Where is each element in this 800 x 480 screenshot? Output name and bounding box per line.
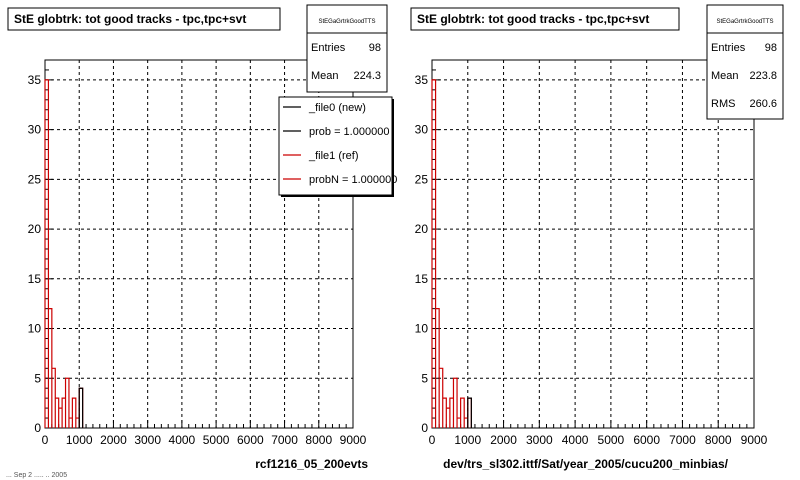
stats-box [306,4,388,93]
y-tick-label: 20 [415,222,429,236]
histogram-series [431,79,472,428]
legend-label: prob = 1.000000 [309,126,389,138]
y-tick-label: 15 [28,272,42,286]
x-tick-label: 7000 [669,433,696,447]
y-tick-label: 15 [415,272,429,286]
x-tick-label: 5000 [598,433,625,447]
stats-value: 224.3 [353,70,381,82]
stats-box [706,4,784,120]
x-tick-label: 3000 [134,433,161,447]
left-file-caption: rcf1216_05_200evts [255,457,368,471]
stats-title: StEGaGrtrkGoodTTS [716,19,773,25]
y-tick-label: 35 [415,73,429,87]
stats-label: Mean [711,70,739,82]
histogram-panel-left: 0 1000 2000 3000 4000 5000 6000 7000 8000 9000 0 5 1… [7,4,397,447]
histogram-series [44,79,84,428]
y-tick-label: 35 [28,73,42,87]
chart-title: StE globtrk: tot good tracks - tpc,tpc+s… [14,12,246,26]
x-tick-label: 4000 [562,433,589,447]
x-tick-label: 7000 [271,433,298,447]
title-box [7,7,281,31]
x-tick-label: 6000 [633,433,660,447]
x-tick-label: 8000 [705,433,732,447]
x-tick-label: 9000 [741,433,768,447]
stats-value: 223.8 [749,70,777,82]
y-tick-label: 30 [28,123,42,137]
legend-label: _file0 (new) [308,102,366,114]
x-tick-label: 5000 [203,433,230,447]
y-tick-label: 0 [421,421,428,435]
plot-frame [431,59,755,429]
y-tick-label: 25 [28,172,42,186]
stats-label: Mean [311,70,339,82]
y-tick-label: 5 [34,371,41,385]
x-tick-label: 4000 [169,433,196,447]
legend-label: probN = 1.000000 [309,174,397,186]
y-tick-label: 0 [34,421,41,435]
y-tick-label: 30 [415,123,429,137]
chart-title: StE globtrk: tot good tracks - tpc,tpc+s… [417,12,649,26]
corner-timestamp: ... Sep 2 ..... .. 2005 [6,472,67,479]
x-tick-label: 6000 [237,433,264,447]
histogram-panel-right: 0 1000 2000 3000 4000 5000 6000 7000 8000 9000 0 5 1… [410,4,784,447]
x-tick-label: 0 [42,433,49,447]
x-tick-label: 0 [429,433,436,447]
x-tick-label: 9000 [340,433,367,447]
y-tick-label: 5 [421,371,428,385]
x-tick-label: 1000 [454,433,481,447]
title-box [410,7,680,31]
stats-value: 98 [369,42,381,54]
x-tick-label: 1000 [66,433,93,447]
histogram-series [467,397,472,428]
x-tick-label: 2000 [490,433,517,447]
stats-value: 260.6 [749,98,777,110]
x-tick-label: 2000 [100,433,127,447]
x-tick-label: 3000 [526,433,553,447]
right-file-caption: dev/trs_sl302.ittf/Sat/year_2005/cucu200… [443,457,728,471]
y-tick-label: 10 [415,322,429,336]
histogram-series [78,387,84,428]
stats-label: RMS [711,98,735,110]
y-tick-label: 25 [415,172,429,186]
stats-label: Entries [711,42,746,54]
stats-value: 98 [765,42,777,54]
stats-title: StEGaGrtrkGoodTTS [318,19,375,25]
x-tick-label: 8000 [305,433,332,447]
stats-label: Entries [311,42,346,54]
y-tick-label: 10 [28,322,42,336]
y-tick-label: 20 [28,222,42,236]
legend-label: _file1 (ref) [308,150,359,162]
